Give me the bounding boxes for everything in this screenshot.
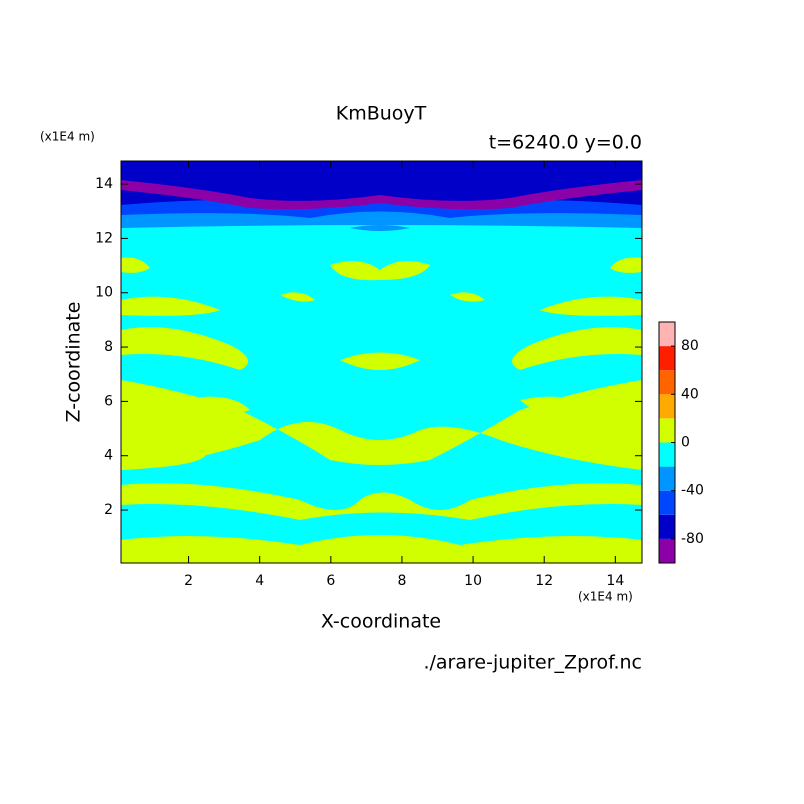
y-tick-label: 14 — [95, 176, 113, 192]
x-tick-label: 10 — [464, 573, 482, 589]
colorbar-cell — [659, 322, 675, 347]
field-band — [121, 161, 642, 205]
colorbar-cell — [659, 394, 675, 419]
y-unit: (x1E4 m) — [40, 130, 95, 144]
x-unit: (x1E4 m) — [578, 590, 633, 604]
x-tick-label: 4 — [255, 573, 264, 589]
y-tick-label: 8 — [104, 339, 113, 355]
colorbar-cell — [659, 346, 675, 371]
field-band — [121, 180, 642, 210]
colorbar-cell — [659, 442, 675, 467]
colorbar-cell — [659, 490, 675, 515]
colorbar-tick-label: 40 — [681, 386, 699, 402]
y-tick-label: 2 — [104, 502, 113, 518]
x-tick-label: 14 — [606, 573, 624, 589]
source-label: ./arare-jupiter_Zprof.nc — [423, 652, 642, 674]
x-axis-label: X-coordinate — [321, 611, 441, 633]
colorbar-tick-label: -40 — [681, 483, 704, 499]
y-axis-label: Z-coordinate — [63, 302, 85, 423]
contour-field — [121, 161, 642, 563]
y-tick-label: 6 — [104, 393, 113, 409]
y-tick-label: 12 — [95, 230, 113, 246]
colorbar-tick-label: -80 — [681, 531, 704, 547]
colorbar-cell — [659, 370, 675, 395]
x-tick-label: 8 — [397, 573, 406, 589]
chart-subtitle: t=6240.0 y=0.0 — [489, 132, 642, 154]
colorbar-tick-label: 80 — [681, 338, 699, 354]
colorbar-tick-label: 0 — [681, 435, 690, 451]
y-tick-label: 10 — [95, 285, 113, 301]
colorbar-cell — [659, 418, 675, 443]
chart-title: KmBuoyT — [336, 103, 427, 125]
colorbar-cell — [659, 538, 675, 563]
y-tick-label: 4 — [104, 448, 113, 464]
x-tick-label: 6 — [326, 573, 335, 589]
field-positive — [121, 257, 642, 563]
colorbar-cell — [659, 514, 675, 539]
field-band — [350, 225, 410, 231]
colorbar-cell — [659, 466, 675, 491]
plot-frame — [120, 160, 643, 564]
x-tick-label: 2 — [184, 573, 193, 589]
x-tick-label: 12 — [535, 573, 553, 589]
